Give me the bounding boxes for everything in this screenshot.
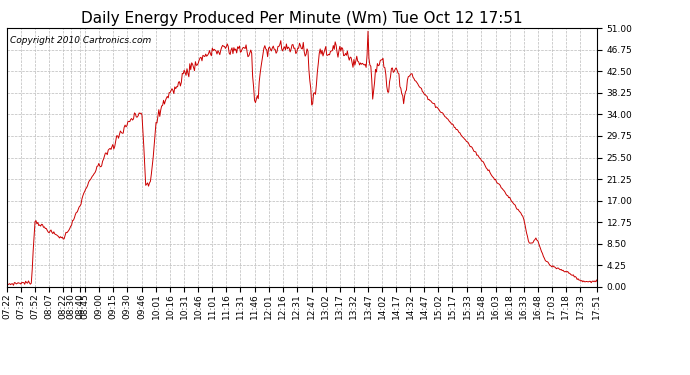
Title: Daily Energy Produced Per Minute (Wm) Tue Oct 12 17:51: Daily Energy Produced Per Minute (Wm) Tu… xyxy=(81,10,523,26)
Text: Copyright 2010 Cartronics.com: Copyright 2010 Cartronics.com xyxy=(10,36,151,45)
